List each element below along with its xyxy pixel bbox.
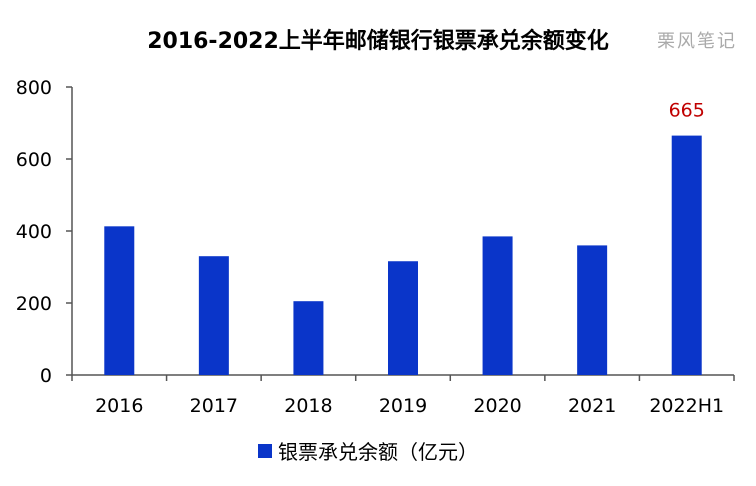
x-tick-label: 2022H1 [649,395,724,417]
x-tick-label: 2020 [473,395,521,417]
data-label: 665 [669,100,705,122]
legend-label: 银票承兑余额（亿元） [278,440,478,464]
y-tick-label: 400 [16,221,52,243]
y-tick-label: 800 [16,77,52,99]
bar [293,301,324,375]
x-tick-label: 2019 [379,395,427,417]
bar [388,261,418,375]
bar [671,135,702,375]
x-tick-label: 2017 [190,395,238,417]
bar [577,245,608,375]
x-tick-label: 2016 [95,395,143,417]
bar [198,256,229,375]
bar [104,226,135,375]
legend: 银票承兑余额（亿元） [258,440,478,464]
chart-title: 2016-2022上半年邮储银行银票承兑余额变化 [147,28,609,54]
y-tick-label: 0 [40,365,52,387]
x-tick-label: 2018 [284,395,332,417]
y-tick-label: 200 [16,293,52,315]
x-tick-label: 2021 [568,395,616,417]
bar [482,236,513,375]
y-tick-label: 600 [16,149,52,171]
plot-area: 0 200 400 600 800 2016 2017 2018 2019 2020 2021 202… [16,77,735,417]
watermark: 栗风笔记 [657,31,737,52]
legend-swatch [258,444,272,458]
